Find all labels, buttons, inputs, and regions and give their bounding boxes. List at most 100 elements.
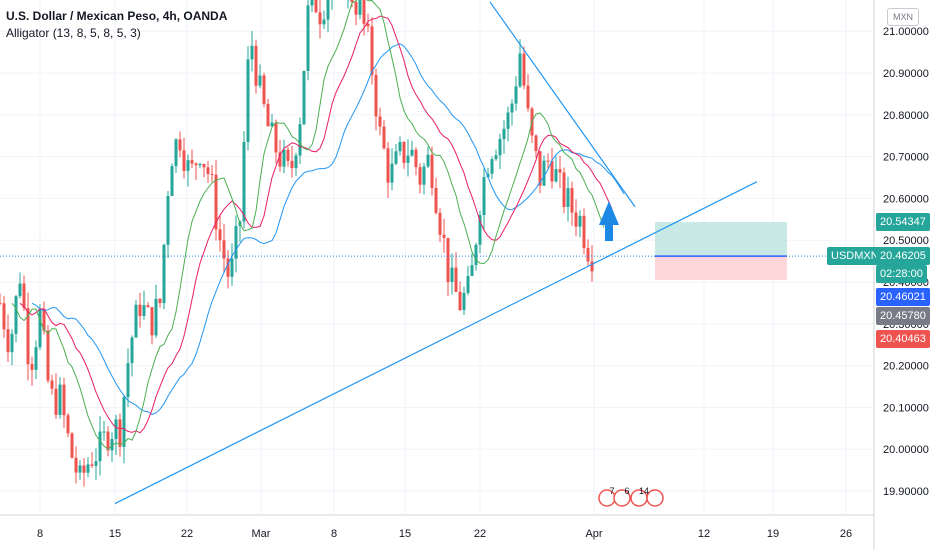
candle-body: [378, 116, 382, 127]
x-tick-label: 22: [181, 528, 193, 540]
candle-body: [554, 169, 558, 182]
candle-body: [506, 112, 510, 129]
candle-body: [354, 2, 358, 15]
candle-body: [18, 283, 22, 297]
candle-body: [270, 122, 274, 127]
profit-zone[interactable]: [655, 222, 787, 257]
position-zones[interactable]: [655, 222, 787, 281]
candle-body: [150, 307, 154, 336]
loss-zone[interactable]: [655, 256, 787, 281]
candle-body: [210, 173, 214, 175]
y-tick-label: 20.20000: [883, 361, 929, 373]
currency-button[interactable]: MXN: [887, 8, 919, 26]
candle-body: [458, 291, 462, 311]
candle-body: [382, 126, 386, 149]
candle-body: [154, 298, 158, 336]
candle-body: [82, 465, 86, 473]
candle-body: [374, 75, 378, 117]
candle-body: [450, 267, 454, 282]
candle-body: [222, 240, 226, 259]
x-tick-label: Apr: [585, 528, 602, 540]
y-tick-label: 21.00000: [883, 26, 929, 38]
price-level-label: 20.46021: [876, 287, 930, 306]
event-count: 6: [624, 486, 629, 496]
candle-body: [558, 169, 562, 173]
symbol-label: USDMXN: [827, 247, 883, 266]
candle-body: [426, 154, 430, 167]
price-level-label: 20.45780: [876, 306, 930, 325]
y-tick-label: 20.10000: [883, 402, 929, 414]
candle-body: [578, 215, 582, 227]
candle-body: [118, 419, 122, 447]
candle-body: [502, 128, 506, 139]
current-price-label: 20.46205: [876, 247, 930, 266]
alligator-lips: [11, 0, 605, 450]
candle-body: [218, 229, 222, 241]
candle-body: [38, 308, 42, 348]
candle-body: [406, 155, 410, 163]
candle-body: [2, 303, 6, 330]
candle-body: [498, 138, 502, 156]
candle-body: [570, 188, 574, 213]
candle-body: [62, 384, 66, 416]
candles: [0, 0, 594, 487]
resistance-trendline[interactable]: [489, 1, 636, 208]
candle-body: [494, 155, 498, 160]
candle-body: [310, 0, 314, 6]
candle-body: [418, 167, 422, 185]
x-tick-label: 8: [37, 528, 43, 540]
candle-body: [542, 160, 546, 186]
candle-body: [30, 364, 34, 370]
candle-body: [534, 135, 538, 152]
alligator-teeth: [19, 15, 613, 434]
candle-body: [6, 329, 10, 353]
flag-icon: [646, 489, 664, 507]
candle-body: [170, 166, 174, 197]
candle-body: [482, 177, 486, 216]
candle-body: [250, 45, 254, 60]
candle-body: [86, 464, 90, 473]
candle-body: [122, 397, 126, 447]
candle-body: [194, 163, 198, 166]
candle-body: [262, 75, 266, 104]
candle-body: [58, 384, 62, 415]
event-count: 7: [609, 486, 614, 496]
candle-body: [102, 431, 106, 433]
candle-body: [90, 464, 94, 466]
support-trendline[interactable]: [114, 181, 758, 505]
candle-body: [442, 234, 446, 238]
candle-body: [34, 347, 38, 370]
candle-body: [190, 160, 194, 164]
x-tick-label: 12: [698, 528, 710, 540]
candle-body: [0, 302, 2, 304]
candle-body: [54, 388, 58, 415]
x-tick-label: 15: [399, 528, 411, 540]
candle-body: [318, 12, 322, 25]
trendlines[interactable]: [114, 1, 758, 505]
y-tick-label: 20.70000: [883, 152, 929, 164]
candle-body: [234, 225, 238, 259]
candle-body: [290, 160, 294, 169]
candle-body: [162, 244, 166, 304]
candle-body: [10, 333, 14, 353]
candle-body: [94, 461, 98, 466]
candle-body: [574, 212, 578, 227]
candle-body: [398, 141, 402, 152]
countdown-label: 02:28:00: [876, 265, 927, 284]
x-tick-label: Mar: [252, 528, 271, 540]
candle-body: [522, 53, 526, 86]
candle-body: [106, 431, 110, 451]
flag-icon: [613, 489, 631, 507]
indicator-label[interactable]: Alligator (13, 8, 5, 8, 5, 3): [6, 26, 141, 40]
candle-body: [302, 71, 306, 125]
candle-body: [178, 139, 182, 151]
y-tick-label: 20.90000: [883, 68, 929, 80]
candle-body: [186, 160, 190, 171]
candle-body: [70, 433, 74, 458]
up-arrow-icon: [599, 201, 619, 241]
candle-body: [274, 122, 278, 153]
candle-body: [78, 465, 82, 473]
chart-title: U.S. Dollar / Mexican Peso, 4h, OANDA: [6, 9, 228, 23]
